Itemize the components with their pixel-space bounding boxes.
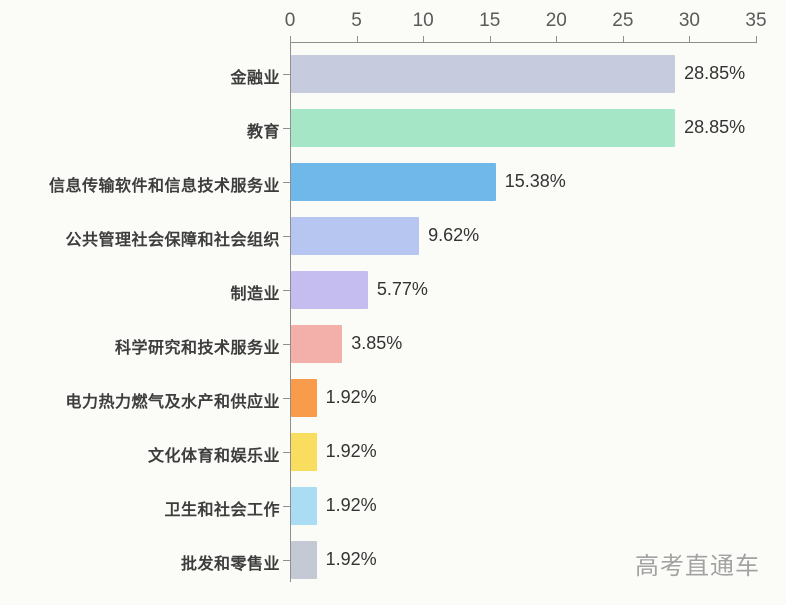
bar [291, 487, 317, 526]
category-tick-mark [283, 506, 290, 508]
bar [291, 162, 496, 201]
category-tick-mark [283, 560, 290, 562]
bar [291, 325, 343, 363]
value-label: 28.85% [684, 116, 746, 137]
bar [291, 270, 368, 309]
category-label: 卫生和社会工作 [164, 502, 280, 520]
value-label: 9.62% [428, 224, 480, 245]
category-label: 信息传输软件和信息技术服务业 [48, 177, 280, 195]
bar [291, 54, 676, 93]
category-tick-mark [283, 452, 290, 454]
value-label: 1.92% [325, 387, 377, 408]
category-tick-mark [283, 344, 290, 345]
value-label: 1.92% [325, 495, 377, 516]
category-label: 教育 [246, 123, 280, 141]
category-tick-mark [283, 181, 290, 183]
x-tick-mark [489, 36, 491, 42]
x-tick-mark [290, 36, 291, 42]
bar [291, 541, 317, 580]
category-label: 文化体育和娱乐业 [147, 448, 280, 466]
value-label: 15.38% [504, 170, 566, 191]
x-tick-mark [423, 36, 425, 42]
category-tick-mark [283, 73, 290, 75]
x-tick-label: 5 [351, 10, 362, 31]
x-tick-label: 30 [678, 10, 700, 31]
x-tick-label: 0 [284, 10, 296, 31]
x-tick-label: 25 [612, 10, 634, 31]
bar [291, 216, 420, 255]
category-tick-mark [283, 398, 290, 400]
x-tick-mark [622, 36, 624, 42]
value-label: 3.85% [351, 333, 403, 353]
bar [291, 108, 676, 147]
y-axis-line [290, 42, 291, 582]
x-tick-label: 35 [745, 10, 767, 31]
category-label: 电力热力燃气及水产和供应业 [65, 394, 280, 412]
category-tick-mark [283, 235, 290, 237]
x-axis-line [290, 42, 757, 43]
category-label: 制造业 [230, 285, 280, 303]
x-tick-label: 10 [412, 10, 434, 31]
category-label: 科学研究和技术服务业 [114, 340, 280, 357]
x-tick-mark [756, 36, 757, 42]
bar [291, 433, 317, 472]
x-tick-mark [689, 36, 691, 42]
value-label: 5.77% [376, 278, 428, 299]
bar [291, 379, 317, 418]
category-label: 金融业 [230, 69, 280, 87]
x-tick-label: 15 [479, 10, 501, 31]
value-label: 1.92% [325, 549, 377, 570]
category-label: 批发和零售业 [180, 556, 280, 574]
category-tick-mark [283, 127, 290, 129]
category-label: 公共管理社会保障和社会组织 [65, 231, 280, 249]
watermark: 高考直通车 [635, 553, 760, 580]
value-label: 28.85% [684, 62, 746, 83]
x-tick-mark [356, 36, 358, 42]
value-label: 1.92% [325, 441, 377, 462]
x-tick-mark [556, 36, 558, 42]
category-tick-mark [283, 289, 290, 291]
x-tick-label: 20 [545, 10, 567, 31]
